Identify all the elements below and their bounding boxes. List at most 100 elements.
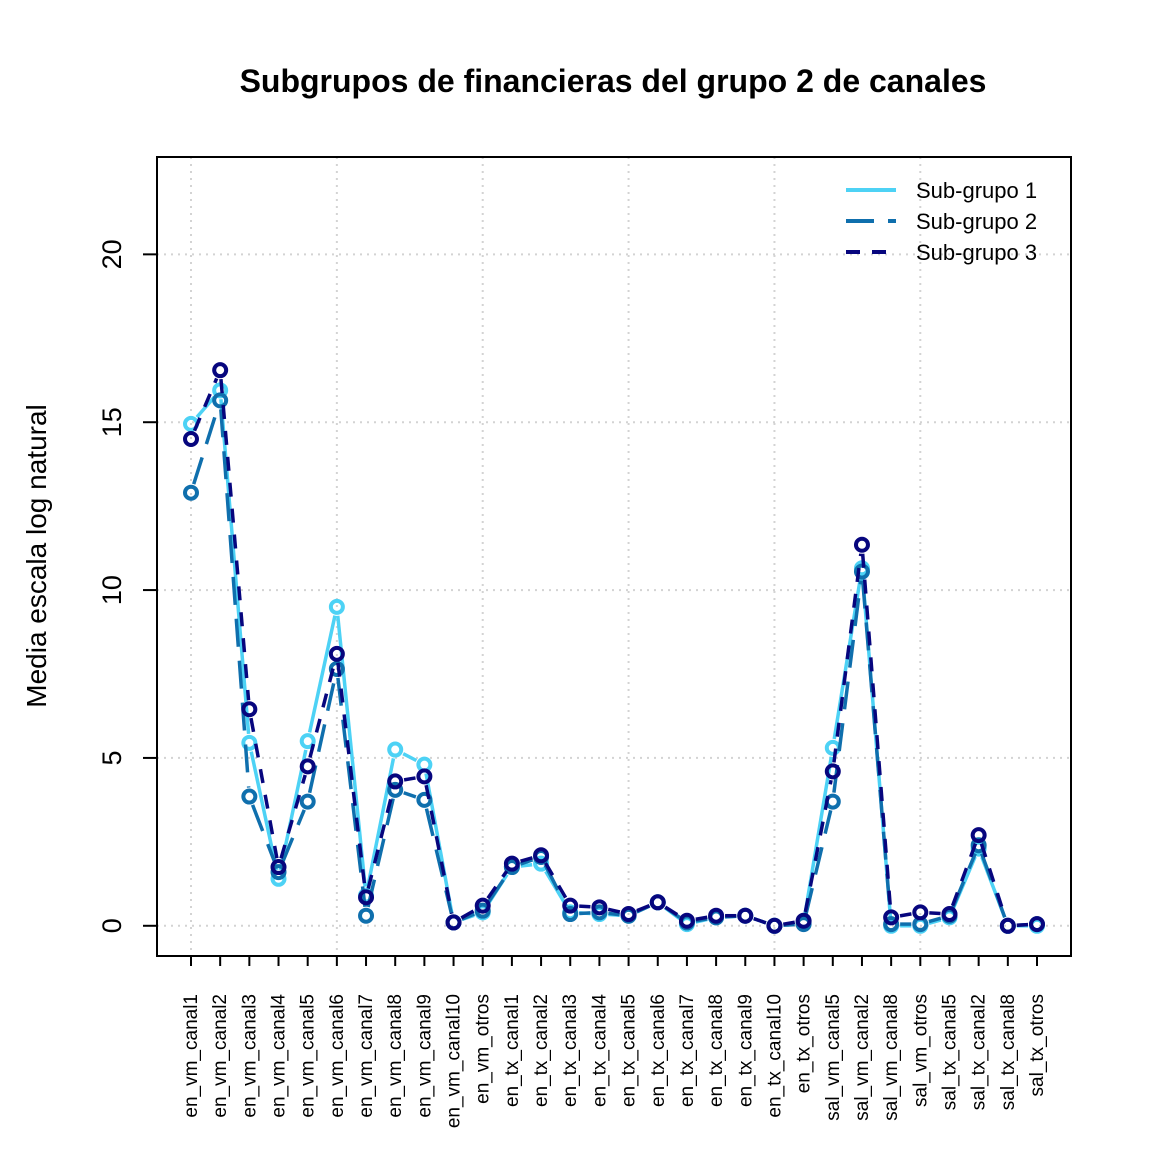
data-point	[299, 793, 316, 810]
series-line-segment	[336, 677, 367, 907]
data-point	[766, 917, 783, 934]
series-2	[183, 392, 1045, 934]
series-line-segment	[519, 858, 534, 866]
data-point	[416, 768, 433, 785]
series-line-segment	[192, 377, 219, 432]
x-tick-label: en_vm_canal7	[356, 994, 377, 1118]
data-point	[941, 906, 958, 923]
data-point	[270, 859, 287, 876]
x-axis: en_vm_canal1 en_vm_canal2 en_vm_canal3 en_v…	[181, 955, 1048, 1128]
x-tick-label: sal_tx_canal5	[939, 994, 960, 1110]
series-3	[183, 362, 1045, 934]
legend-label: Sub-grupo 1	[916, 178, 1037, 203]
series-line-segment	[804, 809, 833, 916]
series-line-segment	[336, 662, 367, 889]
data-point	[649, 894, 666, 911]
series-line-segment	[579, 904, 591, 909]
grid-lines	[157, 157, 1071, 956]
series-line-segment	[219, 399, 251, 734]
series-line-segment	[250, 804, 277, 865]
series-line-segment	[520, 862, 533, 868]
data-point	[562, 906, 579, 923]
x-tick-label: en_tx_canal6	[648, 994, 669, 1107]
data-point	[533, 847, 550, 864]
legend: Sub-grupo 1 Sub-grupo 2 Sub-grupo 3	[846, 178, 1037, 265]
x-tick-label: en_vm_canal9	[414, 994, 435, 1118]
series-line-segment	[608, 911, 620, 917]
x-tick-label: en_vm_canal1	[181, 994, 202, 1118]
data-point	[241, 734, 258, 751]
series-line-segment	[219, 378, 251, 701]
x-tick-label: sal_vm_canal8	[881, 994, 902, 1121]
data-point	[183, 484, 199, 501]
data-point	[999, 917, 1016, 934]
data-point	[241, 701, 258, 718]
x-tick-label: en_tx_canal2	[531, 994, 552, 1107]
data-point	[328, 645, 345, 662]
y-axis: 0 5 10 15 20	[97, 239, 158, 933]
y-axis-label: Media escala log natural	[21, 404, 52, 708]
series-line-segment	[579, 911, 591, 916]
series-line-segment	[192, 408, 220, 485]
series-line-segment	[928, 916, 942, 924]
series-line-segment	[664, 905, 681, 918]
data-point	[883, 916, 900, 933]
series-line-segment	[307, 677, 337, 794]
x-tick-label: en_tx_canal10	[764, 994, 785, 1118]
data-point	[795, 912, 812, 929]
series-line-segment	[860, 580, 893, 916]
data-point	[183, 431, 199, 447]
series-line-segment	[753, 916, 767, 925]
data-point	[824, 763, 841, 780]
chart-title: Subgrupos de financieras del grupo 2 de …	[240, 63, 987, 99]
x-tick-label: sal_vm_canal2	[852, 994, 873, 1121]
data-point	[358, 889, 375, 906]
y-tick-label: 0	[97, 918, 127, 933]
series-line-segment	[249, 751, 279, 871]
series-line-segment	[783, 920, 796, 926]
series-line-segment	[366, 789, 395, 889]
series-line-segment	[832, 553, 863, 763]
series-line-segment	[832, 580, 863, 793]
data-point	[387, 781, 404, 798]
data-point	[620, 906, 637, 923]
data-point	[474, 897, 491, 914]
data-point	[912, 904, 929, 921]
series-line-segment	[899, 912, 912, 918]
series-line-segment	[860, 553, 893, 909]
data-point	[1029, 916, 1045, 933]
x-tick-label: en_tx_canal4	[589, 994, 610, 1107]
x-tick-label: en_vm_canal4	[269, 994, 290, 1118]
x-tick-label: en_vm_canal6	[327, 994, 348, 1118]
data-point	[212, 392, 229, 409]
series-line-segment	[544, 862, 568, 899]
series-line-segment	[424, 784, 454, 914]
series-line-segment	[460, 908, 476, 920]
series-line-segment	[607, 907, 621, 914]
series-group	[183, 362, 1045, 934]
plot-frame	[156, 156, 1072, 957]
x-tick-label: sal_tx_otros	[1027, 994, 1048, 1096]
data-point	[212, 362, 229, 379]
data-point	[970, 827, 987, 844]
legend-label: Sub-grupo 2	[916, 209, 1037, 234]
series-line-segment	[695, 915, 708, 921]
series-line-segment	[219, 409, 251, 788]
y-tick-label: 5	[97, 750, 127, 765]
series-line-segment	[402, 752, 418, 763]
x-tick-label: en_tx_canal3	[560, 994, 581, 1107]
x-tick-label: sal_tx_canal8	[998, 994, 1019, 1110]
data-point	[445, 914, 462, 931]
x-tick-label: en_tx_canal8	[706, 994, 727, 1107]
series-line-segment	[803, 756, 834, 914]
series-line-segment	[1016, 922, 1029, 928]
legend-label: Sub-grupo 3	[916, 240, 1037, 265]
series-line-segment	[403, 776, 416, 782]
series-line-segment	[307, 615, 337, 733]
x-tick-label: en_tx_canal9	[735, 994, 756, 1107]
data-point	[416, 791, 433, 808]
data-point	[737, 907, 754, 924]
data-point	[241, 788, 258, 805]
series-line-segment	[486, 873, 509, 905]
